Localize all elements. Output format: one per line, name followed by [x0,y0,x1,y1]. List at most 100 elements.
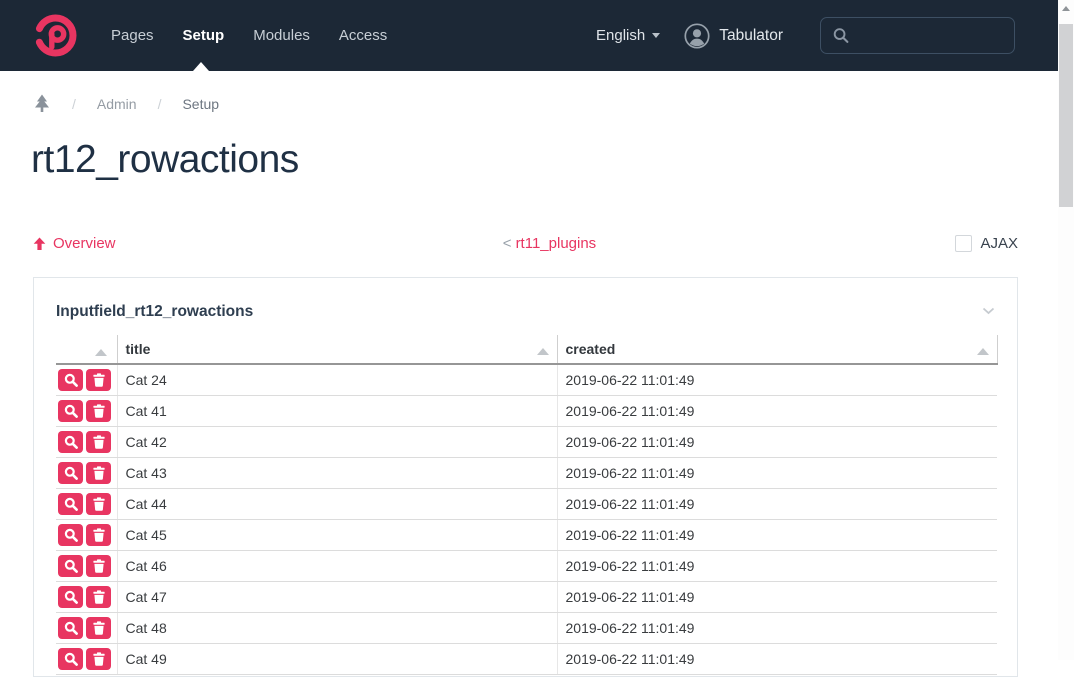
card-title[interactable]: Inputfield_rt12_rowactions [56,303,254,320]
magnifier-icon [64,652,78,666]
trash-icon [92,620,105,635]
row-delete-button[interactable] [86,492,111,515]
row-title-cell: Cat 43 [117,457,558,489]
sort-asc-icon [536,348,549,355]
row-actions-cell [56,457,118,489]
row-title-cell: Cat 47 [117,581,558,613]
ajax-toggle: AJAX [955,235,1018,252]
row-actions-cell [56,488,118,520]
column-header-created[interactable]: created [557,335,998,365]
row-view-button[interactable] [58,461,83,484]
trash-icon [92,496,105,511]
back-prefix: < [502,235,512,252]
row-created-cell: 2019-06-22 11:01:49 [557,457,997,489]
row-view-button[interactable] [58,368,83,391]
row-view-button[interactable] [58,523,83,546]
breadcrumb-item-setup[interactable]: Setup [182,95,220,112]
magnifier-icon [64,404,78,418]
row-delete-button[interactable] [86,554,111,577]
active-tab-pointer [193,62,209,71]
magnifier-icon [64,621,78,635]
scrollbar-up-icon[interactable] [1062,6,1070,11]
tree-home-icon[interactable] [33,94,51,113]
row-actions-cell [56,395,118,427]
row-actions-cell [56,364,118,396]
row-delete-button[interactable] [86,585,111,608]
processwire-logo-icon[interactable] [33,13,78,58]
main-nav: Pages Setup Modules Access [111,27,387,44]
language-dropdown[interactable]: English [596,27,661,44]
nav-item-access[interactable]: Access [338,27,388,44]
trash-icon [92,403,105,418]
row-created-cell: 2019-06-22 11:01:49 [557,550,997,582]
table-row: Cat 49 2019-06-22 11:01:49 [56,643,997,675]
overview-link[interactable]: Overview [33,235,116,252]
scrollbar-thumb[interactable] [1059,24,1073,207]
row-title-cell: Cat 45 [117,519,558,551]
magnifier-icon [64,528,78,542]
nav-item-setup[interactable]: Setup [182,27,225,44]
row-title-cell: Cat 42 [117,426,558,458]
table-row: Cat 47 2019-06-22 11:01:49 [56,581,997,613]
row-title-cell: Cat 41 [117,395,558,427]
row-title-cell: Cat 49 [117,643,558,675]
row-delete-button[interactable] [86,461,111,484]
magnifier-icon [64,497,78,511]
card-header: Inputfield_rt12_rowactions [34,278,1017,321]
username-label: Tabulator [719,26,783,44]
row-delete-button[interactable] [86,523,111,546]
row-view-button[interactable] [58,399,83,422]
row-created-cell: 2019-06-22 11:01:49 [557,643,997,675]
chevron-down-icon[interactable] [982,307,995,315]
row-view-button[interactable] [58,616,83,639]
top-navbar: Pages Setup Modules Access English Tabul… [0,0,1058,71]
navbar-right: English Tabulator [596,17,1015,54]
row-created-cell: 2019-06-22 11:01:49 [557,581,997,613]
ajax-checkbox[interactable] [955,235,973,252]
row-view-button[interactable] [58,554,83,577]
search-box[interactable] [820,17,1015,54]
row-delete-button[interactable] [86,368,111,391]
table-row: Cat 42 2019-06-22 11:01:49 [56,426,997,458]
table-row: Cat 48 2019-06-22 11:01:49 [56,612,997,644]
row-actions-cell [56,426,118,458]
trash-icon [92,527,105,542]
nav-item-pages[interactable]: Pages [111,27,154,44]
row-view-button[interactable] [58,492,83,515]
row-delete-button[interactable] [86,616,111,639]
column-header-title[interactable]: title [117,335,558,365]
row-created-cell: 2019-06-22 11:01:49 [557,395,997,427]
row-actions-cell [56,550,118,582]
page-scrollbar[interactable] [1058,0,1074,660]
row-view-button[interactable] [58,585,83,608]
tabulator-table: title created [56,335,998,675]
row-created-cell: 2019-06-22 11:01:49 [557,426,997,458]
breadcrumb: / Admin / Setup [33,94,219,113]
nav-item-modules[interactable]: Modules [253,27,310,44]
page-title: rt12_rowactions [31,138,299,181]
row-actions-cell [56,612,118,644]
search-input[interactable] [858,26,1002,45]
back-link[interactable]: rt11_plugins [515,235,597,252]
magnifier-icon [64,466,78,480]
magnifier-icon [64,590,78,604]
magnifier-icon [64,559,78,573]
row-delete-button[interactable] [86,399,111,422]
row-actions-cell [56,581,118,613]
row-delete-button[interactable] [86,647,111,670]
row-view-button[interactable] [58,430,83,453]
arrow-up-icon [33,237,46,250]
row-actions-cell [56,643,118,675]
row-delete-button[interactable] [86,430,111,453]
row-view-button[interactable] [58,647,83,670]
row-title-cell: Cat 44 [117,488,558,520]
sort-asc-icon [976,348,989,355]
user-menu[interactable]: Tabulator [684,22,783,49]
magnifier-icon [64,373,78,387]
row-created-cell: 2019-06-22 11:01:49 [557,364,997,396]
column-header-actions[interactable] [56,335,118,365]
table-row: Cat 44 2019-06-22 11:01:49 [56,488,997,520]
row-title-cell: Cat 46 [117,550,558,582]
trash-icon [92,373,105,387]
breadcrumb-item-admin[interactable]: Admin [96,95,137,112]
